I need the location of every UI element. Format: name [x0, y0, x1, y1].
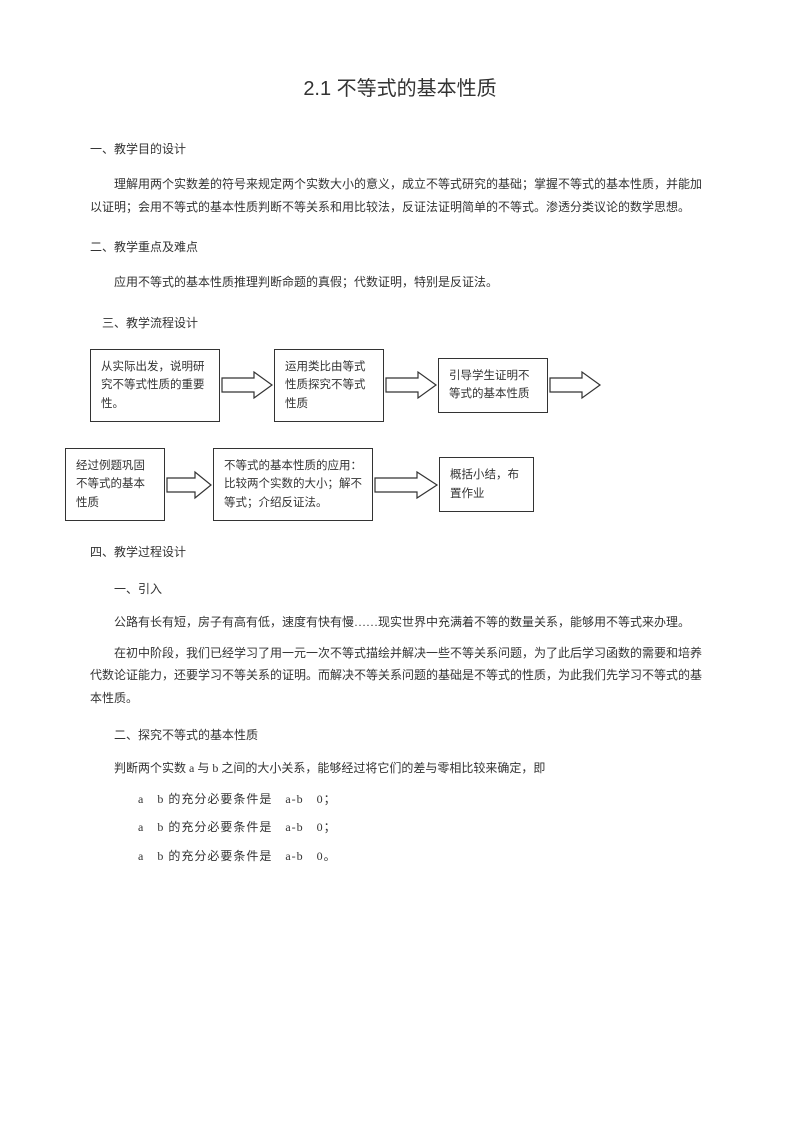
section-2-paragraph: 应用不等式的基本性质推理判断命题的真假；代数证明，特别是反证法。 — [90, 271, 710, 294]
subsection-2-head: 二、探究不等式的基本性质 — [114, 724, 710, 747]
page-title: 2.1 不等式的基本性质 — [90, 70, 710, 108]
flow-row-2: 经过例题巩固不等式的基本性质 不等式的基本性质的应用：比较两个实数的大小；解不等… — [65, 448, 710, 521]
arrow-icon — [384, 370, 438, 400]
section-3-head: 三、教学流程设计 — [102, 312, 710, 335]
flow-box-2: 运用类比由等式性质探究不等式性质 — [274, 349, 384, 422]
flow-row-1: 从实际出发，说明研究不等式性质的重要性。 运用类比由等式性质探究不等式性质 引导… — [90, 349, 710, 422]
arrow-icon — [373, 470, 439, 500]
arrow-icon — [220, 370, 274, 400]
section-4-head: 四、教学过程设计 — [90, 541, 710, 564]
flow-box-3: 引导学生证明不等式的基本性质 — [438, 358, 548, 413]
condition-line-2: a b 的充分必要条件是 a-b 0； — [138, 816, 710, 839]
section-1-head: 一、教学目的设计 — [90, 138, 710, 161]
flow-box-5: 不等式的基本性质的应用：比较两个实数的大小；解不等式；介绍反证法。 — [213, 448, 373, 521]
condition-line-3: a b 的充分必要条件是 a-b 0。 — [138, 845, 710, 868]
sub2-p1: 判断两个实数 a 与 b 之间的大小关系，能够经过将它们的差与零相比较来确定，即 — [114, 757, 710, 780]
arrow-icon — [165, 470, 213, 500]
section-2-head: 二、教学重点及难点 — [90, 236, 710, 259]
flow-box-1: 从实际出发，说明研究不等式性质的重要性。 — [90, 349, 220, 422]
flow-box-4: 经过例题巩固不等式的基本性质 — [65, 448, 165, 521]
document-page: 2.1 不等式的基本性质 一、教学目的设计 理解用两个实数差的符号来规定两个实数… — [0, 0, 800, 1132]
flow-box-6: 概括小结，布置作业 — [439, 457, 534, 512]
subsection-1-head: 一、引入 — [114, 578, 710, 601]
sub1-p2: 在初中阶段，我们已经学习了用一元一次不等式描绘并解决一些不等关系问题，为了此后学… — [90, 642, 710, 710]
sub1-p1: 公路有长有短，房子有高有低，速度有快有慢……现实世界中充满着不等的数量关系，能够… — [90, 611, 710, 634]
flowchart: 从实际出发，说明研究不等式性质的重要性。 运用类比由等式性质探究不等式性质 引导… — [90, 349, 710, 521]
condition-line-1: a b 的充分必要条件是 a-b 0； — [138, 788, 710, 811]
arrow-icon — [548, 370, 602, 400]
section-1-paragraph: 理解用两个实数差的符号来规定两个实数大小的意义，成立不等式研究的基础；掌握不等式… — [90, 173, 710, 219]
